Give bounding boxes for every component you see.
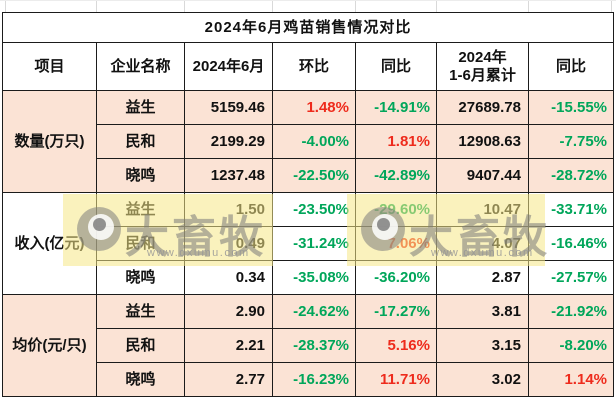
value-cell: 2.77 (184, 362, 273, 397)
value-cell: 2.87 (436, 260, 529, 295)
pct-cell: -29.60% (355, 192, 437, 227)
company-cell: 民和 (96, 328, 185, 363)
value-cell: 3.02 (436, 362, 529, 397)
column-header-cumulative: 2024年 1-6月累计 (436, 42, 529, 91)
pct-cell: -15.55% (527, 90, 615, 125)
pct-cell: 5.16% (355, 328, 437, 363)
company-cell: 晓鸣 (96, 362, 185, 397)
group-label-revenue: 收入(亿元) (2, 192, 97, 295)
value-cell: 2199.29 (184, 124, 273, 159)
spreadsheet-row-sliver (0, 0, 616, 12)
grid-line (184, 1, 185, 12)
company-cell: 民和 (96, 124, 185, 159)
pct-cell: -27.57% (527, 260, 615, 295)
value-cell: 5159.46 (184, 90, 273, 125)
company-cell: 晓鸣 (96, 260, 185, 295)
value-cell: 3.15 (436, 328, 529, 363)
pct-cell: 1.48% (272, 90, 356, 125)
pct-cell: -35.08% (272, 260, 356, 295)
pct-cell: 11.71% (355, 362, 437, 397)
grid-line (528, 1, 529, 12)
pct-cell: -31.24% (272, 226, 356, 261)
table-title: 2024年6月鸡苗销售情况对比 (1, 12, 615, 43)
company-cell: 益生 (96, 294, 185, 329)
pct-cell: -17.27% (355, 294, 437, 329)
column-header-company: 企业名称 (96, 42, 185, 91)
pct-cell: -33.71% (527, 192, 615, 227)
value-cell: 0.34 (184, 260, 273, 295)
grid-line (272, 1, 273, 12)
column-header-mom: 环比 (272, 42, 356, 91)
pct-cell: -36.20% (355, 260, 437, 295)
pct-cell: 7.06% (355, 226, 437, 261)
pct-cell: -14.91% (355, 90, 437, 125)
report-table: 2024年6月鸡苗销售情况对比 项目 企业名称 2024年6月 环比 同比 20… (1, 12, 615, 397)
column-header-yoy: 同比 (355, 42, 437, 91)
pct-cell: 1.14% (527, 362, 615, 397)
value-cell: 9407.44 (436, 158, 529, 193)
column-header-item: 项目 (2, 42, 97, 91)
company-cell: 益生 (96, 192, 185, 227)
value-cell: 4.07 (436, 226, 529, 261)
grid-line (436, 1, 437, 12)
value-cell: 3.81 (436, 294, 529, 329)
pct-cell: -16.23% (272, 362, 356, 397)
pct-cell: -4.00% (272, 124, 356, 159)
company-cell: 益生 (96, 90, 185, 125)
column-header-month: 2024年6月 (184, 42, 273, 91)
pct-cell: -23.50% (272, 192, 356, 227)
pct-cell: -42.89% (355, 158, 437, 193)
value-cell: 10.47 (436, 192, 529, 227)
group-label-avg-price: 均价(元/只) (2, 294, 97, 397)
pct-cell: 1.81% (355, 124, 437, 159)
value-cell: 1.50 (184, 192, 273, 227)
company-cell: 晓鸣 (96, 158, 185, 193)
value-cell: 2.21 (184, 328, 273, 363)
value-cell: 12908.63 (436, 124, 529, 159)
pct-cell: -24.62% (272, 294, 356, 329)
grid-line (5, 1, 6, 12)
value-cell: 2.90 (184, 294, 273, 329)
pct-cell: -28.72% (527, 158, 615, 193)
pct-cell: -28.37% (272, 328, 356, 363)
pct-cell: -22.50% (272, 158, 356, 193)
grid-line (96, 1, 97, 12)
grid-line (611, 1, 612, 12)
column-header-cum-yoy: 同比 (527, 42, 615, 91)
company-cell: 民和 (96, 226, 185, 261)
grid-line (355, 1, 356, 12)
value-cell: 27689.78 (436, 90, 529, 125)
value-cell: 0.49 (184, 226, 273, 261)
pct-cell: -7.75% (527, 124, 615, 159)
pct-cell: -8.20% (527, 328, 615, 363)
group-label-quantity: 数量(万只) (2, 90, 97, 193)
pct-cell: -16.46% (527, 226, 615, 261)
pct-cell: -21.92% (527, 294, 615, 329)
value-cell: 1237.48 (184, 158, 273, 193)
